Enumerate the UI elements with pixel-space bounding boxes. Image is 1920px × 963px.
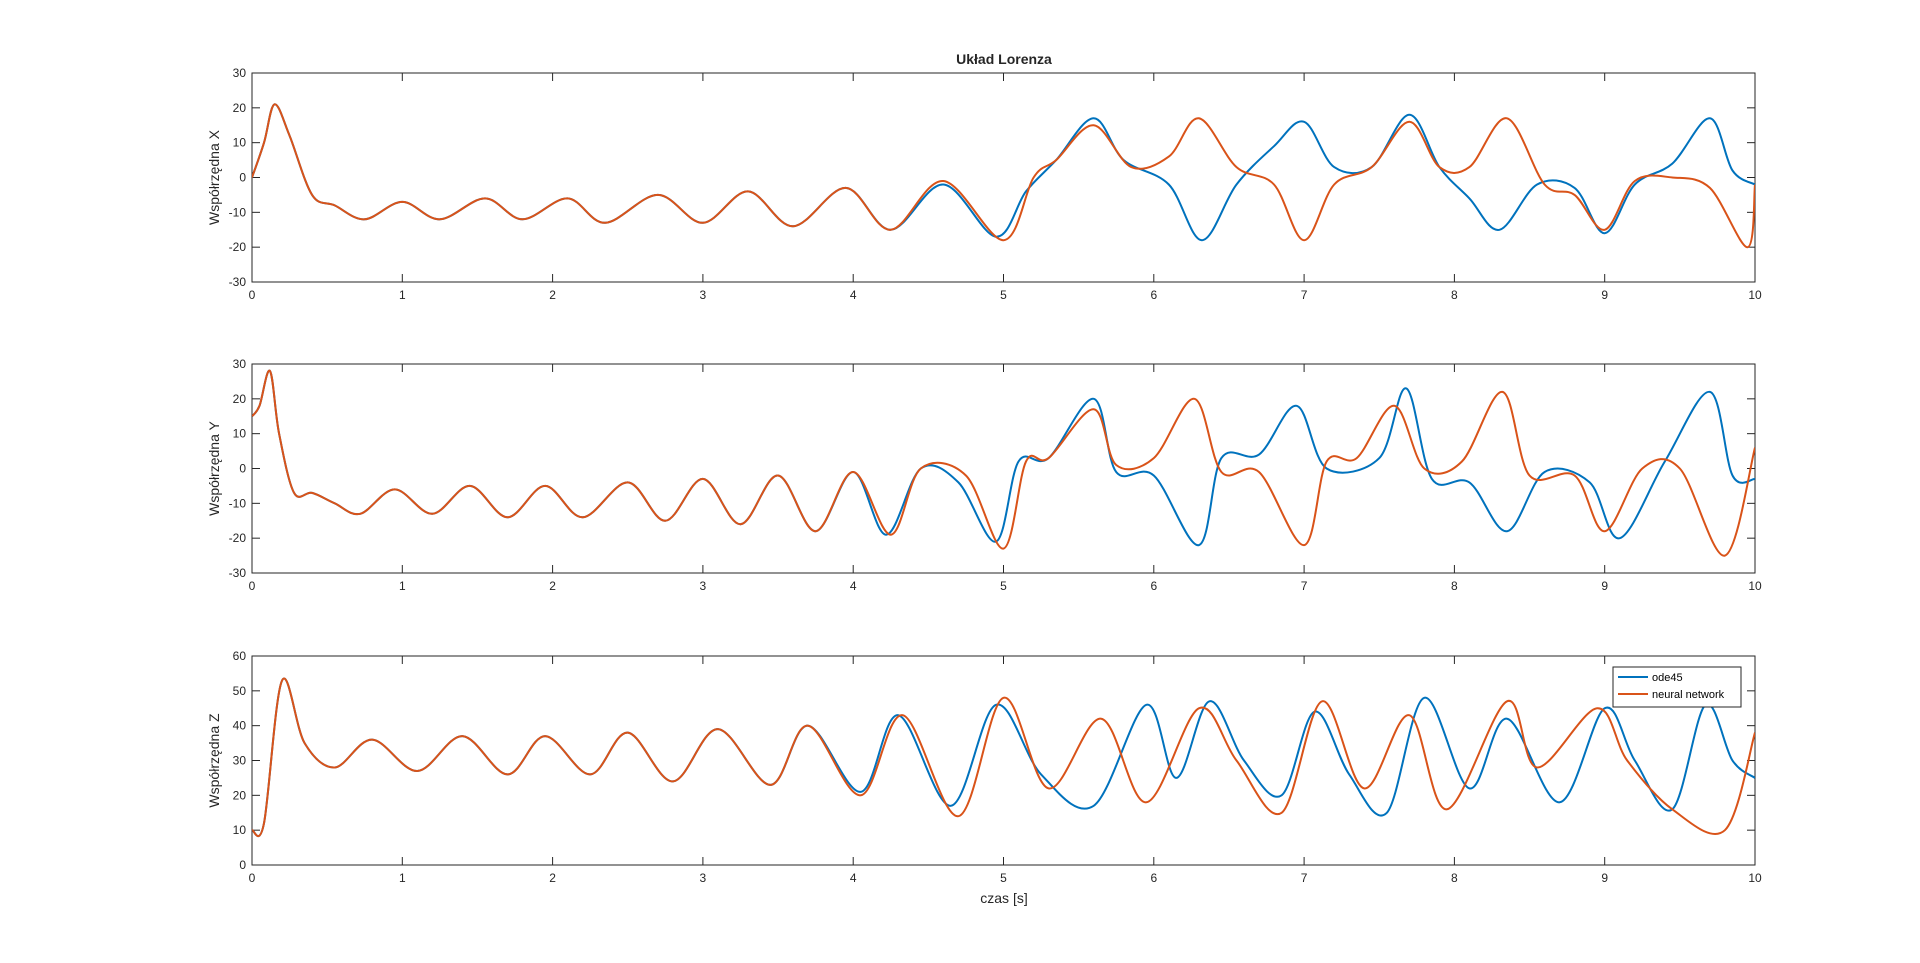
y-tick-label: -30 [229, 566, 247, 580]
x-tick-label: 4 [850, 579, 857, 593]
y-tick-label: -10 [229, 205, 247, 219]
y-tick-label: 20 [233, 101, 247, 115]
x-tick-label: 7 [1301, 871, 1308, 885]
x-tick-label: 2 [549, 579, 556, 593]
plot-area [251, 655, 1756, 866]
y-axis-label: Współrzędna Z [206, 713, 222, 808]
legend-box [1612, 666, 1742, 708]
y-tick-label: -10 [229, 496, 247, 510]
x-tick-label: 10 [1748, 871, 1762, 885]
series-line-neural-network [252, 369, 1755, 557]
x-tick-label: 1 [399, 871, 406, 885]
x-tick-label: 9 [1601, 579, 1608, 593]
legend: ode45 neural network [1612, 666, 1742, 708]
x-tick-label: 4 [850, 288, 857, 302]
y-tick-label: 20 [233, 788, 247, 802]
x-tick-label: 10 [1748, 579, 1762, 593]
subplot-y: 0 1 2 3 4 5 6 7 8 9 10 30 20 10 0 -10 -20 -30 Współrzędna … [206, 357, 1762, 593]
y-tick-label: -20 [229, 240, 247, 254]
y-tick-label: 0 [239, 462, 246, 476]
x-tick-label: 9 [1601, 288, 1608, 302]
x-tick-label: 5 [1000, 288, 1007, 302]
y-tick-label: 10 [233, 136, 247, 150]
plot-area [251, 72, 1756, 283]
y-tick-label: 30 [233, 754, 247, 768]
y-tick-label: 30 [233, 357, 247, 371]
legend-label-neural-network: neural network [1652, 689, 1725, 701]
y-axis-label: Współrzędna Y [206, 421, 222, 516]
x-tick-label: 10 [1748, 288, 1762, 302]
y-tick-label: 0 [239, 858, 246, 872]
x-axis-label: czas [s] [980, 890, 1027, 906]
x-tick-label: 8 [1451, 871, 1458, 885]
x-tick-label: 6 [1150, 871, 1157, 885]
x-tick-label: 5 [1000, 579, 1007, 593]
x-tick-label: 9 [1601, 871, 1608, 885]
y-tick-label: 10 [233, 823, 247, 837]
y-tick-label: 10 [233, 427, 247, 441]
x-tick-label: 3 [700, 871, 707, 885]
x-tick-label: 5 [1000, 871, 1007, 885]
y-tick-label: 20 [233, 392, 247, 406]
x-tick-label: 0 [249, 871, 256, 885]
x-tick-label: 6 [1150, 288, 1157, 302]
x-tick-label: 3 [700, 288, 707, 302]
figure-title: Układ Lorenza [956, 51, 1052, 67]
subplot-z: 0 1 2 3 4 5 6 7 8 9 10 60 50 40 30 20 10 0 Współrzędna Z [206, 649, 1762, 885]
x-tick-label: 4 [850, 871, 857, 885]
x-tick-label: 0 [249, 579, 256, 593]
y-tick-label: 50 [233, 684, 247, 698]
x-tick-label: 2 [549, 871, 556, 885]
y-axis-label: Współrzędna X [206, 129, 222, 225]
x-tick-label: 2 [549, 288, 556, 302]
x-tick-label: 7 [1301, 579, 1308, 593]
legend-label-ode45: ode45 [1652, 672, 1683, 684]
subplot-x: 0 1 2 3 4 5 6 7 8 9 10 30 20 10 0 -10 -20 -30 Współrzędna … [206, 66, 1762, 302]
x-tick-label: 0 [249, 288, 256, 302]
y-tick-label: -30 [229, 275, 247, 289]
series-line-neural-network [252, 677, 1755, 838]
series-line-neural-network [252, 103, 1755, 249]
x-tick-label: 8 [1451, 579, 1458, 593]
y-tick-label: -20 [229, 531, 247, 545]
y-tick-label: 0 [239, 171, 246, 185]
y-tick-label: 60 [233, 649, 247, 663]
plot-area [251, 363, 1756, 574]
y-tick-label: 40 [233, 719, 247, 733]
x-tick-label: 6 [1150, 579, 1157, 593]
x-tick-label: 7 [1301, 288, 1308, 302]
x-tick-label: 1 [399, 288, 406, 302]
x-tick-label: 8 [1451, 288, 1458, 302]
y-tick-label: 30 [233, 66, 247, 80]
x-tick-label: 1 [399, 579, 406, 593]
x-tick-label: 3 [700, 579, 707, 593]
